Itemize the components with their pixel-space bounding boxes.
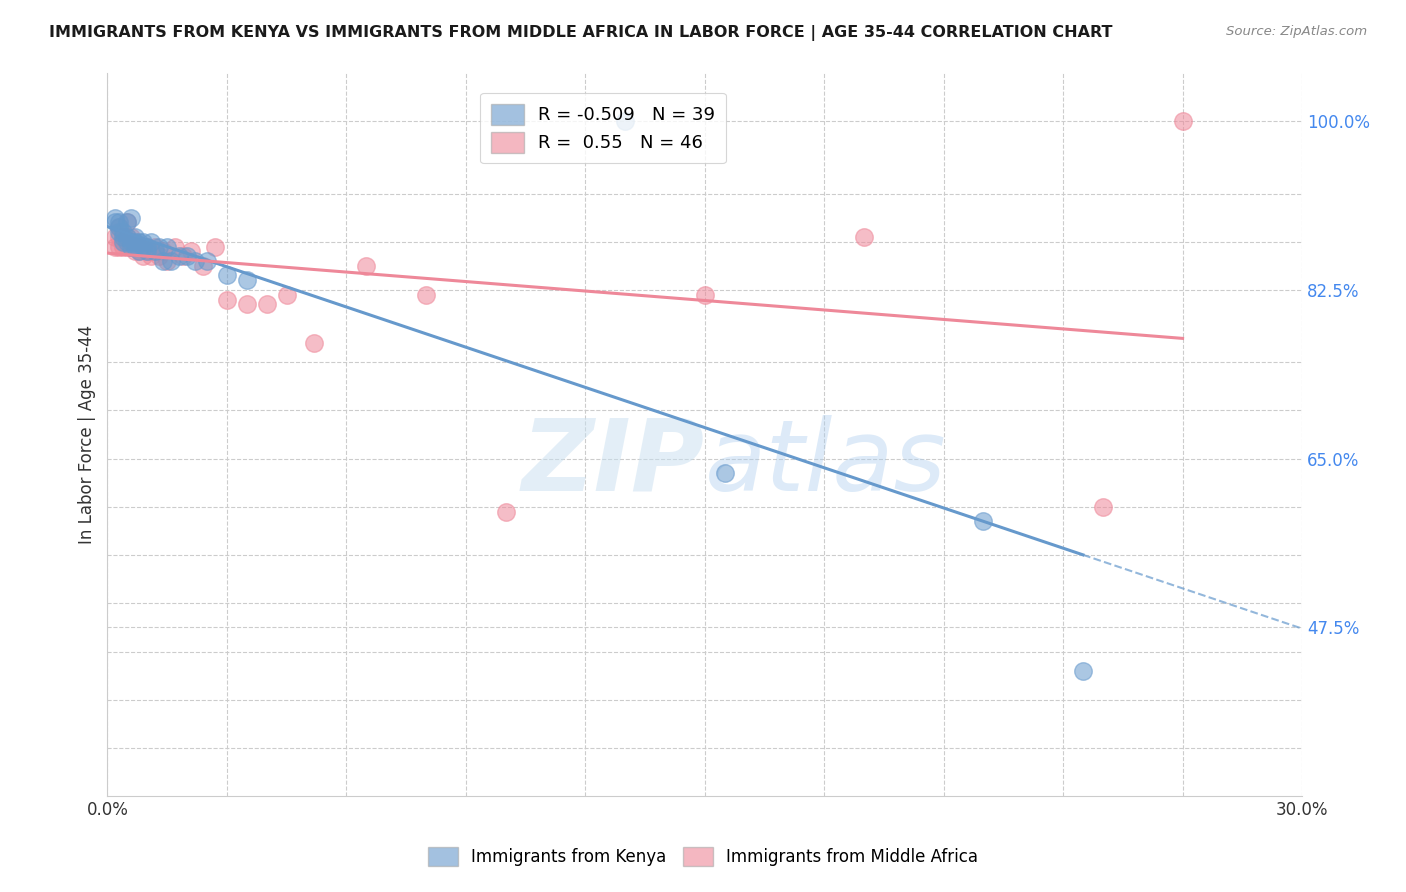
Point <box>1091 500 1114 514</box>
Point <box>172 249 194 263</box>
Point <box>117 215 139 229</box>
Point <box>156 254 179 268</box>
Point <box>124 239 146 253</box>
Point <box>117 215 139 229</box>
Point <box>104 215 127 229</box>
Legend: Immigrants from Kenya, Immigrants from Middle Africa: Immigrants from Kenya, Immigrants from M… <box>420 840 986 873</box>
Point <box>495 505 517 519</box>
Point <box>112 235 135 249</box>
Point <box>108 220 131 235</box>
Point <box>141 244 163 259</box>
Point <box>136 239 159 253</box>
Text: atlas: atlas <box>704 415 946 512</box>
Point <box>160 254 183 268</box>
Point <box>141 235 163 249</box>
Point <box>195 254 218 268</box>
Point <box>204 239 226 253</box>
Point <box>124 244 146 259</box>
Point <box>112 230 135 244</box>
Point <box>124 239 146 253</box>
Point <box>184 254 207 268</box>
Point <box>128 239 150 253</box>
Point <box>120 239 142 253</box>
Point <box>176 249 198 263</box>
Point <box>124 230 146 244</box>
Point <box>141 249 163 263</box>
Point <box>117 239 139 253</box>
Point <box>112 230 135 244</box>
Point <box>117 230 139 244</box>
Point <box>853 230 876 244</box>
Point <box>191 259 214 273</box>
Text: Source: ZipAtlas.com: Source: ZipAtlas.com <box>1226 25 1367 38</box>
Point <box>304 335 326 350</box>
Point <box>124 235 146 249</box>
Point <box>104 239 127 253</box>
Point <box>117 235 139 249</box>
Point <box>215 293 238 307</box>
Point <box>128 244 150 259</box>
Point <box>167 249 190 263</box>
Point <box>165 239 187 253</box>
Point <box>120 211 142 225</box>
Point <box>108 230 131 244</box>
Point <box>132 235 155 249</box>
Point <box>108 225 131 239</box>
Point <box>148 249 170 263</box>
Point <box>132 239 155 253</box>
Point <box>112 225 135 239</box>
Point <box>180 244 202 259</box>
Point <box>713 466 735 480</box>
Point <box>1071 664 1094 678</box>
Point <box>108 220 131 235</box>
Point <box>693 287 716 301</box>
Point <box>108 239 131 253</box>
Point <box>128 244 150 259</box>
Point <box>120 239 142 253</box>
Y-axis label: In Labor Force | Age 35-44: In Labor Force | Age 35-44 <box>79 325 96 544</box>
Point <box>117 235 139 249</box>
Point <box>156 239 179 253</box>
Point <box>117 230 139 244</box>
Point <box>108 215 131 229</box>
Point <box>104 211 127 225</box>
Point <box>256 297 278 311</box>
Point <box>120 230 142 244</box>
Point <box>104 230 127 244</box>
Point <box>128 235 150 249</box>
Point <box>112 239 135 253</box>
Point <box>136 244 159 259</box>
Point <box>136 239 159 253</box>
Point <box>120 235 142 249</box>
Point <box>132 239 155 253</box>
Point <box>112 235 135 249</box>
Point <box>276 287 298 301</box>
Point <box>1171 114 1194 128</box>
Point <box>152 254 174 268</box>
Point <box>136 244 159 259</box>
Point <box>152 244 174 259</box>
Point <box>614 114 637 128</box>
Point <box>236 273 259 287</box>
Point <box>415 287 437 301</box>
Legend: R = -0.509   N = 39, R =  0.55   N = 46: R = -0.509 N = 39, R = 0.55 N = 46 <box>481 93 725 163</box>
Point <box>120 235 142 249</box>
Point <box>354 259 377 273</box>
Point <box>148 239 170 253</box>
Text: ZIP: ZIP <box>522 415 704 512</box>
Text: IMMIGRANTS FROM KENYA VS IMMIGRANTS FROM MIDDLE AFRICA IN LABOR FORCE | AGE 35-4: IMMIGRANTS FROM KENYA VS IMMIGRANTS FROM… <box>49 25 1112 41</box>
Point <box>143 239 166 253</box>
Point <box>143 244 166 259</box>
Point <box>132 249 155 263</box>
Point <box>215 268 238 283</box>
Point <box>972 514 994 528</box>
Point <box>236 297 259 311</box>
